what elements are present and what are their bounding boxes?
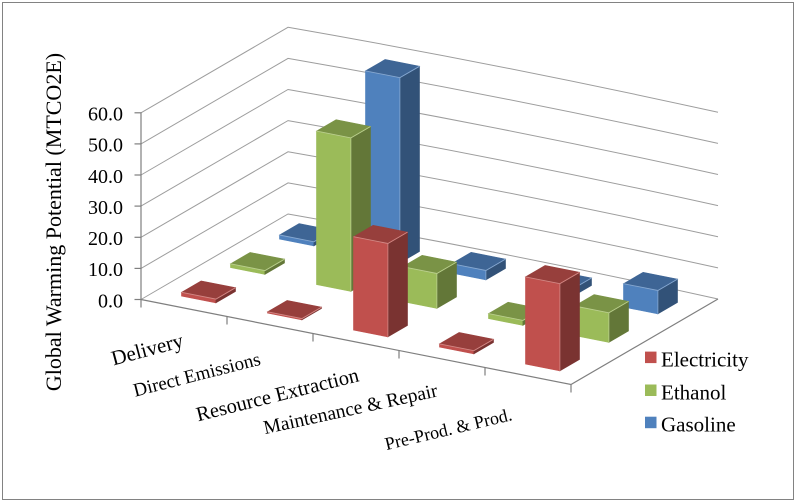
svg-text:50.0: 50.0 [88, 135, 123, 157]
svg-text:Ethanol: Ethanol [661, 380, 726, 404]
svg-text:30.0: 30.0 [88, 197, 123, 219]
svg-text:0.0: 0.0 [98, 290, 123, 312]
svg-text:Electricity: Electricity [661, 348, 749, 372]
svg-text:20.0: 20.0 [88, 228, 123, 250]
svg-text:Global Warming Potential (MTCO: Global Warming Potential (MTCO2E) [41, 53, 66, 391]
svg-text:60.0: 60.0 [88, 104, 123, 126]
svg-text:10.0: 10.0 [88, 259, 123, 281]
svg-text:Gasoline: Gasoline [661, 413, 736, 437]
svg-text:40.0: 40.0 [88, 166, 123, 188]
